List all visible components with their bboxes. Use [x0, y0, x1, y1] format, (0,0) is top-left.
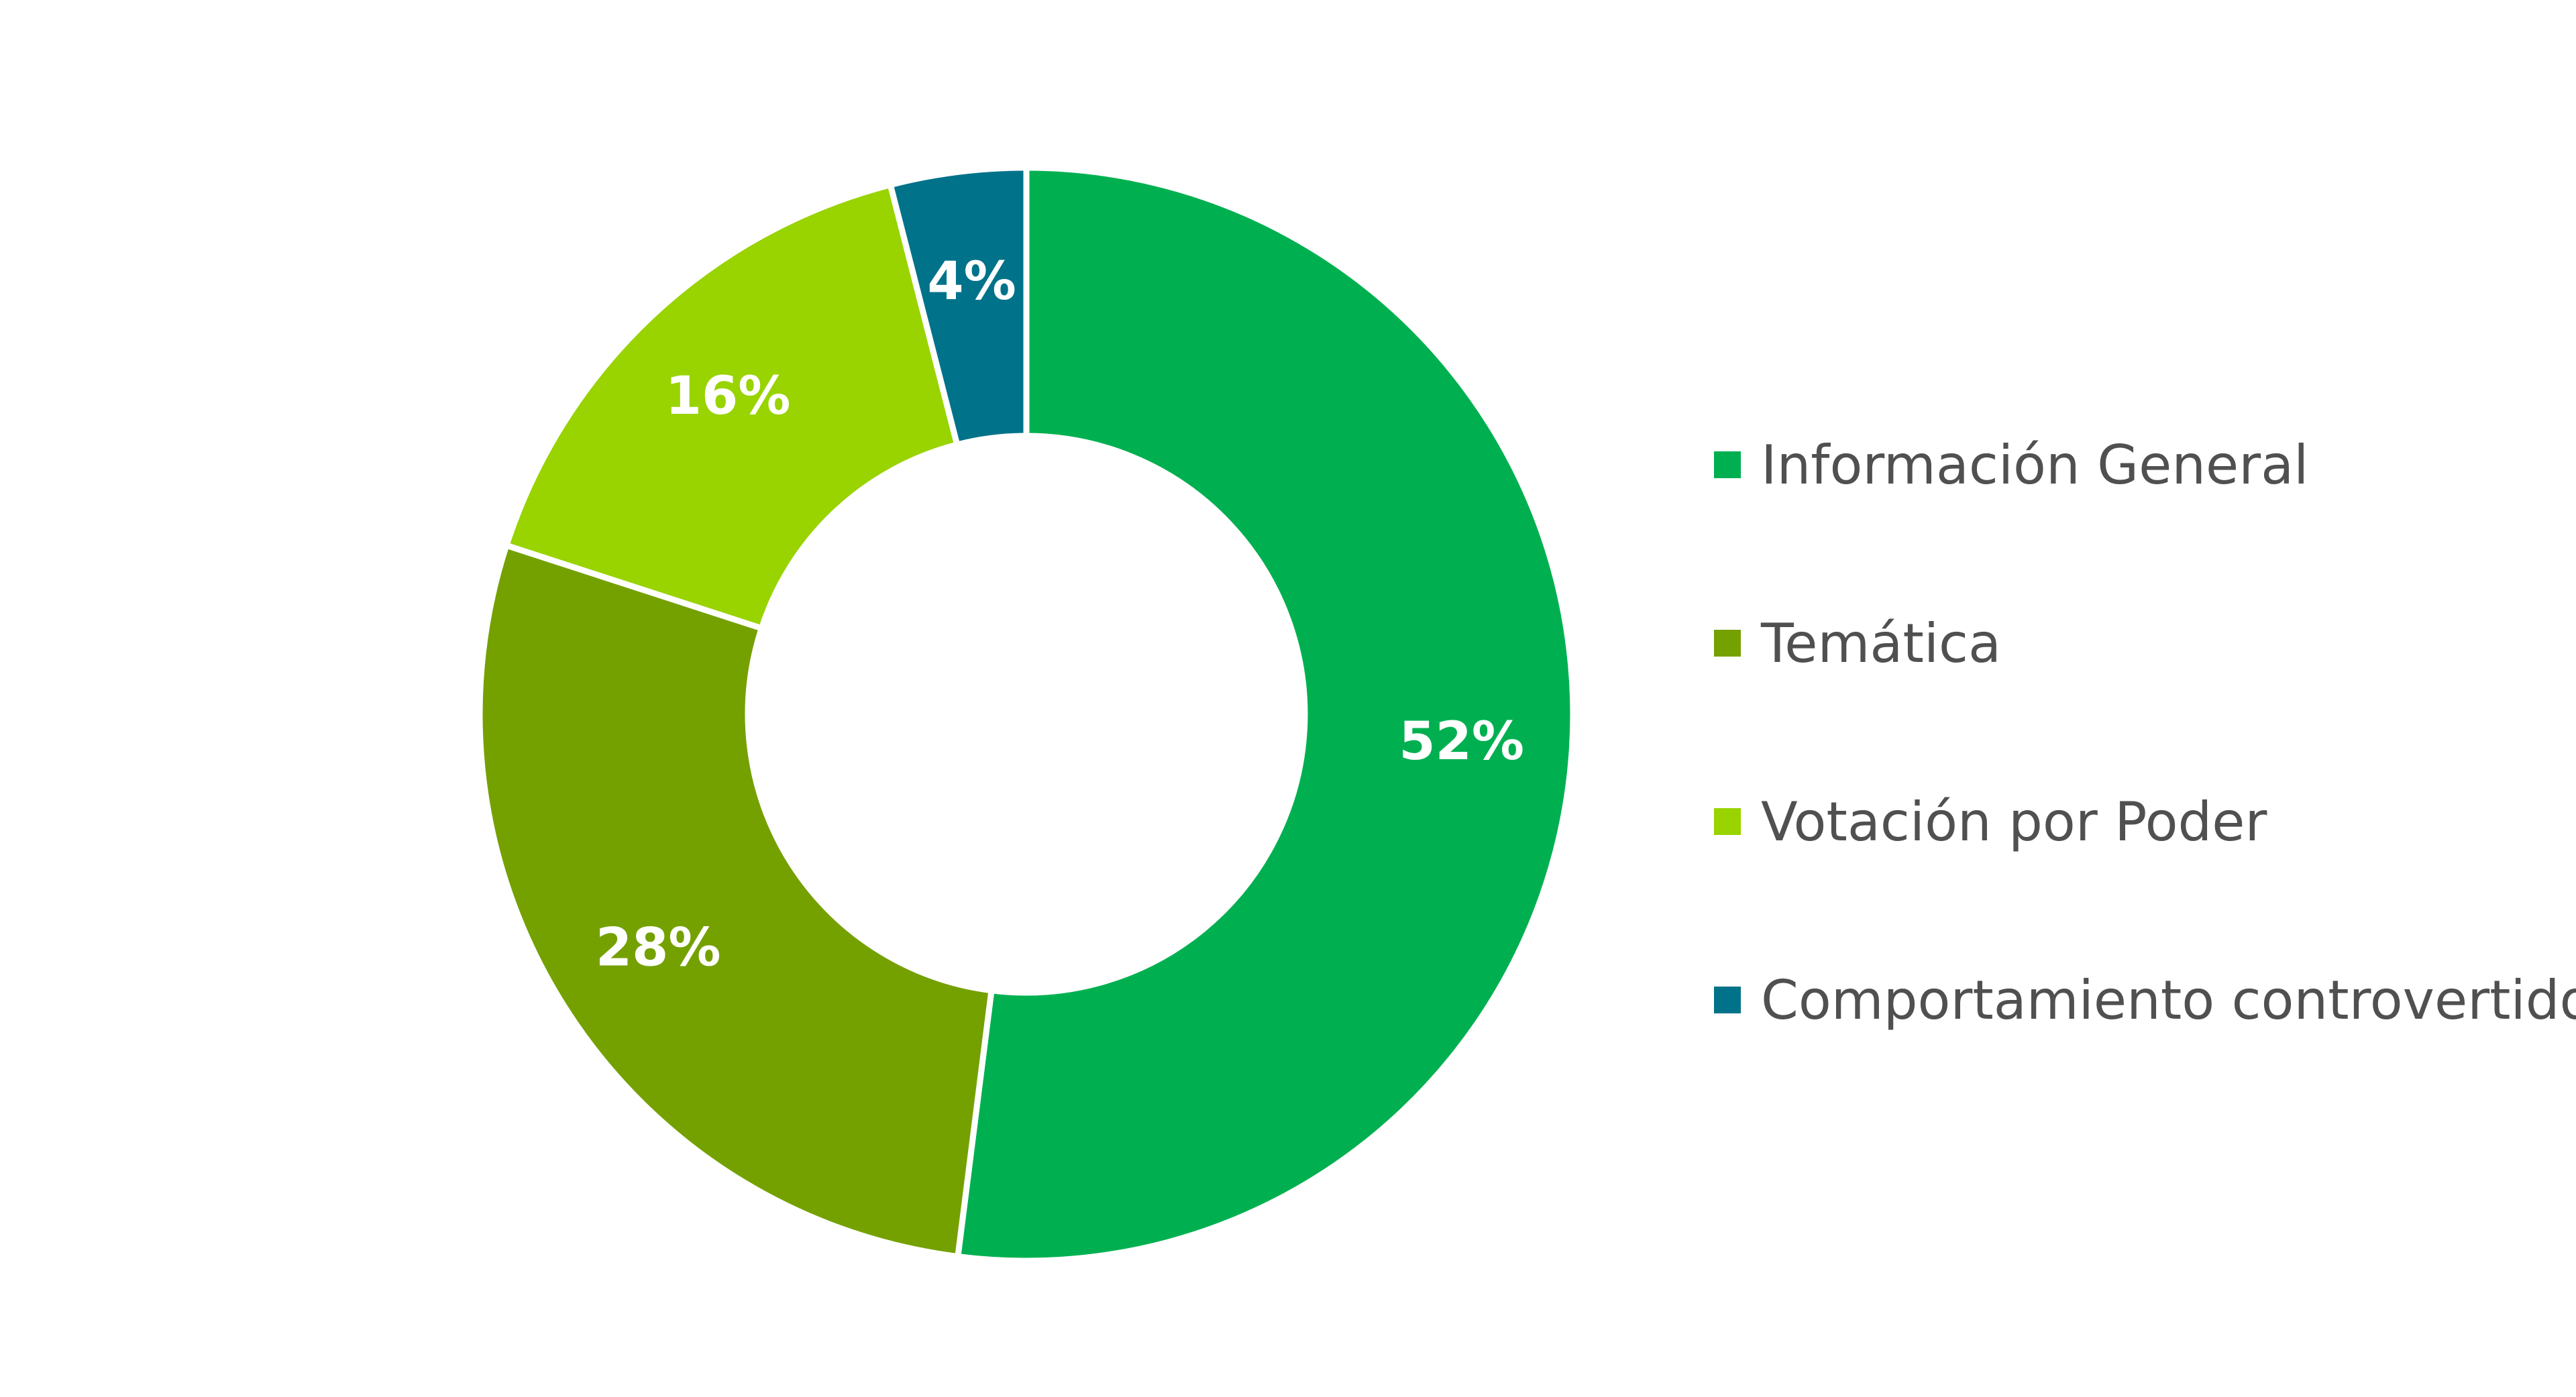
data-label-4: 4% — [927, 252, 1016, 312]
data-label-2: 28% — [596, 917, 721, 978]
legend-swatch-2 — [1714, 630, 1741, 657]
donut-slice-1 — [954, 164, 1576, 1264]
legend-item-2: Temática — [1714, 554, 2573, 732]
legend-item-3: Votación por Poder — [1714, 732, 2573, 911]
donut-data-labels: 52% 28% 16% 4% — [596, 252, 1524, 978]
donut-slice-2 — [476, 541, 996, 1260]
donut-slice-4 — [886, 164, 1030, 449]
legend-label-2: Temática — [1761, 612, 2002, 675]
donut-slices — [476, 164, 1576, 1264]
chart-legend: Información General Temática Votación por … — [1714, 376, 2576, 1089]
legend-label-1: Información General — [1761, 433, 2309, 496]
donut-slice-3 — [502, 181, 961, 632]
legend-label-4: Comportamiento controvertido — [1761, 968, 2576, 1031]
data-label-1: 52% — [1399, 712, 1524, 772]
legend-item-1: Información General — [1714, 376, 2573, 554]
legend-swatch-4 — [1714, 987, 1741, 1013]
legend-label-3: Votación por Poder — [1761, 790, 2267, 853]
legend-swatch-1 — [1714, 451, 1741, 478]
legend-swatch-3 — [1714, 808, 1741, 835]
data-label-3: 16% — [665, 366, 791, 427]
legend-item-4: Comportamiento controvertido — [1714, 911, 2576, 1089]
